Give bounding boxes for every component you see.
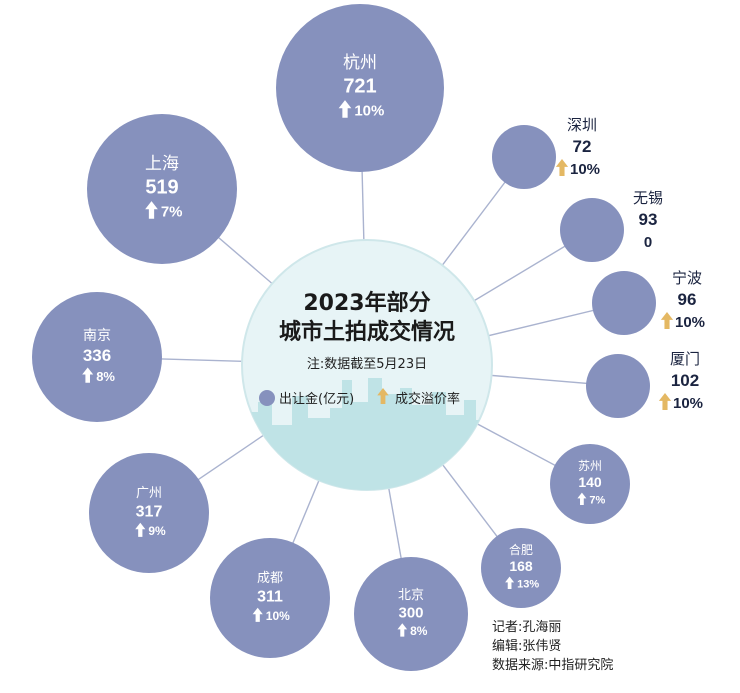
city-name-label: 广州 — [136, 486, 162, 501]
skyline-building — [258, 402, 272, 490]
amount-label: 519 — [145, 176, 178, 198]
credits: 记者:孔海丽 编辑:张伟贤 数据来源:中指研究院 — [492, 618, 613, 675]
premium-label: 10% — [266, 609, 290, 623]
amount-label: 72 — [573, 137, 592, 156]
city-bubble — [550, 444, 630, 524]
city-bubble — [592, 271, 656, 335]
city-bubble-group: 成都 311 10% — [210, 538, 330, 658]
city-bubble-group: 深圳 72 10% — [492, 116, 600, 189]
city-name-label: 成都 — [257, 571, 283, 586]
premium-label: 8% — [96, 369, 115, 384]
city-bubble-group: 厦门 102 10% — [586, 350, 703, 418]
premium-label: 10% — [354, 103, 384, 120]
city-name-label: 深圳 — [567, 116, 597, 134]
premium-arrow-icon — [505, 576, 515, 590]
premium-label: 7% — [161, 204, 183, 221]
city-name-label: 北京 — [398, 588, 424, 603]
center-title-line1: 2023年部分 — [303, 290, 430, 316]
premium-label: 8% — [410, 624, 428, 638]
premium-label: 10% — [675, 314, 705, 331]
city-bubble — [586, 354, 650, 418]
city-name-label: 厦门 — [670, 350, 700, 368]
premium-label: 7% — [589, 495, 605, 507]
premium-label: 10% — [673, 395, 703, 412]
city-bubble — [276, 4, 444, 172]
premium-label: 0 — [644, 234, 652, 251]
amount-label: 311 — [257, 589, 283, 606]
city-bubble — [481, 528, 561, 608]
premium-arrow-icon — [555, 159, 569, 176]
legend-arrow-icon — [377, 388, 389, 404]
skyline-building — [464, 400, 476, 490]
amount-label: 93 — [639, 210, 658, 229]
city-bubble — [560, 198, 624, 262]
city-name-label: 合肥 — [509, 542, 533, 557]
premium-label: 10% — [570, 161, 600, 178]
city-bubble — [354, 557, 468, 671]
premium-arrow-icon — [577, 492, 587, 506]
city-bubble — [210, 538, 330, 658]
city-bubble-group: 广州 317 9% — [89, 453, 209, 573]
skyline-building — [342, 380, 352, 490]
city-name-label: 南京 — [83, 328, 111, 344]
city-name-label: 苏州 — [578, 459, 602, 473]
credit-reporter: 记者:孔海丽 — [492, 620, 562, 635]
amount-label: 721 — [343, 75, 376, 97]
amount-label: 102 — [671, 371, 699, 390]
city-bubble — [89, 453, 209, 573]
premium-arrow-icon — [82, 367, 94, 383]
city-bubble — [492, 125, 556, 189]
center-title-line2: 城市土拍成交情况 — [279, 319, 455, 345]
credit-editor: 编辑:张伟贤 — [492, 639, 562, 654]
city-bubble — [32, 292, 162, 422]
premium-arrow-icon — [660, 312, 674, 329]
premium-arrow-icon — [135, 522, 146, 537]
city-bubble-group: 无锡 93 0 — [560, 189, 663, 262]
legend-premium-label: 成交溢价率 — [395, 391, 460, 407]
center-note: 注:数据截至5月23日 — [307, 357, 427, 372]
city-name-label: 杭州 — [343, 53, 377, 73]
skyline-building — [242, 412, 258, 490]
city-bubble-group: 南京 336 8% — [32, 292, 162, 422]
amount-label: 317 — [136, 504, 163, 521]
amount-label: 300 — [398, 604, 423, 621]
city-name-label: 宁波 — [672, 269, 702, 287]
city-bubble — [87, 114, 237, 264]
premium-arrow-icon — [658, 393, 672, 410]
city-bubble-group: 宁波 96 10% — [592, 269, 705, 335]
premium-arrow-icon — [397, 623, 408, 637]
premium-arrow-icon — [338, 100, 352, 118]
credit-source: 数据来源:中指研究院 — [492, 658, 614, 673]
premium-label: 13% — [517, 579, 539, 591]
legend-bubble-icon — [259, 390, 275, 406]
amount-label: 336 — [83, 346, 111, 365]
amount-label: 140 — [578, 474, 602, 490]
skyline-building — [476, 420, 492, 490]
amount-label: 168 — [509, 558, 533, 574]
legend-amount-label: 出让金(亿元) — [279, 391, 354, 407]
premium-label: 9% — [148, 524, 166, 538]
premium-arrow-icon — [145, 201, 158, 219]
amount-label: 96 — [678, 290, 697, 309]
city-name-label: 无锡 — [633, 189, 663, 207]
skyline-base — [242, 440, 492, 490]
city-name-label: 上海 — [145, 154, 179, 174]
premium-arrow-icon — [252, 607, 263, 622]
